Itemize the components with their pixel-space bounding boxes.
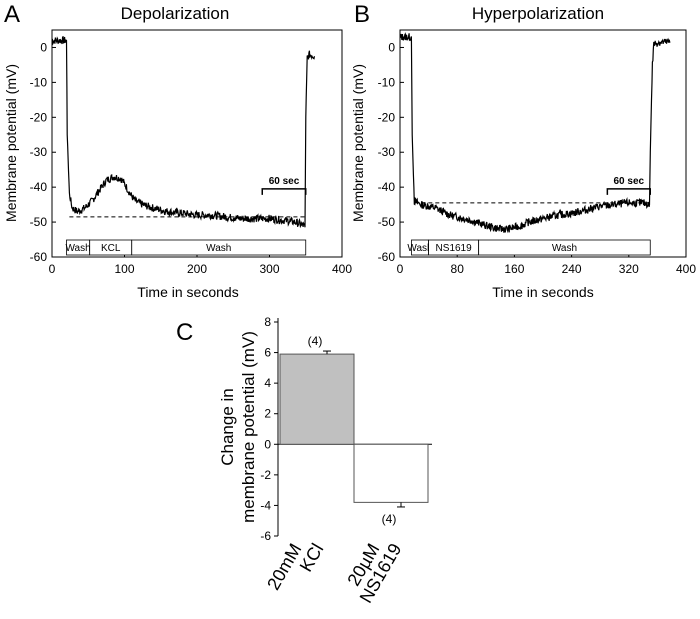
b-timeline-label-0: Wash (407, 243, 432, 254)
b-ytick-label-0: 0 (388, 40, 395, 54)
a-timeline-box-2 (131, 239, 307, 256)
panel-b-scale-bar-label: 60 sec (614, 176, 645, 187)
b-timeline-label-2: Wash (552, 243, 577, 254)
b-xtick-label-0: 0 (397, 262, 404, 276)
panel-a: A Depolarization 0 -10 -20 -30 -40 -50 -60 0 10… (3, 1, 352, 300)
panel-b-trace (399, 32, 671, 234)
a-ytick-label-1: -10 (30, 75, 48, 89)
panel-b-scale-bar-line (606, 188, 651, 195)
b-xtick-label-1: 80 (451, 262, 465, 276)
a-timeline-label-0: Wash (65, 243, 90, 254)
b-xtick-label-3: 240 (562, 262, 582, 276)
b-timeline-label-1: NS1619 (436, 243, 473, 254)
c-ytick-label-0: 8 (264, 315, 271, 329)
panel-c: C 8 6 4 2 0 -2 -4 -6 Change in membrane potenti… (176, 315, 432, 606)
panel-a-x-axis-title: Time in seconds (137, 284, 238, 300)
a-ytick-label-5: -50 (30, 215, 48, 229)
panel-a-plot-area: 60 sec Wash KCL Wash (51, 36, 315, 256)
panel-a-letter: A (4, 1, 20, 28)
panel-a-scale-bar-label: 60 sec (269, 176, 300, 187)
panel-c-y-axis-title-line1: Change in (218, 388, 237, 466)
panel-b-plot-frame (399, 29, 687, 258)
c-ytick-label-5: -2 (260, 468, 271, 482)
a-ytick-label-6: -60 (30, 250, 48, 264)
panel-c-letter: C (176, 319, 193, 346)
b-ytick-label-2: -20 (378, 110, 396, 124)
panel-a-y-axis: 0 -10 -20 -30 -40 -50 -60 (30, 40, 56, 264)
c-ytick-label-1: 6 (264, 346, 271, 360)
c-category-label-0-line-1: KCl (296, 540, 328, 575)
b-xtick-label-5: 400 (676, 262, 696, 276)
panel-b: B Hyperpolarization 0-10-20-30-40-50-60 … (350, 1, 696, 300)
b-xtick-label-2: 160 (504, 262, 524, 276)
panel-a-title: Depolarization (121, 4, 230, 23)
panel-b-title: Hyperpolarization (472, 4, 604, 23)
panel-c-bars: (4) (4) (279, 334, 429, 526)
c-n-label-0: (4) (308, 334, 323, 348)
a-xtick-label-1: 100 (114, 262, 134, 276)
panel-b-plot-area: 60 sec Wash NS1619 Wash (399, 32, 671, 256)
a-xtick-label-0: 0 (49, 262, 56, 276)
b-ytick-label-3: -30 (378, 145, 396, 159)
c-ytick-label-4: 0 (264, 437, 271, 451)
panel-b-y-axis: 0 -10 -20 -30 -40 -50 -60 (378, 40, 404, 264)
c-bar-0 (279, 353, 355, 445)
panel-a-trace (51, 36, 315, 229)
c-ytick-label-6: -4 (260, 498, 271, 512)
b-timeline-box-2 (478, 239, 651, 256)
b-xtick-label-4: 320 (619, 262, 639, 276)
panel-b-scale-bar: 60 sec (606, 176, 651, 195)
a-timeline-label-1: KCL (101, 243, 121, 254)
panel-b-timeline: Wash NS1619 Wash (407, 239, 651, 256)
panel-a-x-axis: 0 100 200 300 400 (49, 253, 352, 276)
b-ytick-label-4: -40 (378, 180, 396, 194)
a-ytick-label-4: -40 (30, 180, 48, 194)
b-ytick-label-5: -50 (378, 215, 396, 229)
c-ytick-label-3: 2 (264, 407, 271, 421)
a-timeline-label-2: Wash (206, 243, 231, 254)
panel-a-scale-bar: 60 sec (261, 176, 307, 195)
b-ytick-label-1: -10 (378, 75, 396, 89)
panel-c-y-axis: 8 6 4 2 0 -2 -4 -6 (260, 315, 278, 543)
panel-b-x-axis-title: Time in seconds (492, 284, 593, 300)
a-ytick-label-2: -20 (30, 110, 48, 124)
a-xtick-label-4: 400 (332, 262, 352, 276)
panel-c-y-axis-title-line2: membrane potential (mV) (239, 331, 258, 523)
panel-c-y-axis-title: Change in membrane potential (mV) (218, 331, 258, 523)
panel-a-timeline: Wash KCL Wash (65, 239, 307, 256)
a-ytick-label-0: 0 (40, 40, 47, 54)
panel-a-y-axis-title: Membrane potential (mV) (3, 64, 19, 222)
c-ytick-label-2: 4 (264, 376, 271, 390)
a-xtick-label-2: 200 (187, 262, 207, 276)
c-n-label-1: (4) (382, 512, 397, 526)
panel-b-x-axis: 0 80 160 240 320 400 (397, 253, 696, 276)
c-ytick-label-7: -6 (260, 529, 271, 543)
a-ytick-label-3: -30 (30, 145, 48, 159)
a-xtick-label-3: 300 (259, 262, 279, 276)
c-bar-1 (353, 443, 429, 503)
panel-a-scale-bar-line (261, 188, 307, 195)
panel-b-y-axis-title: Membrane potential (mV) (350, 64, 366, 222)
panel-b-letter: B (354, 1, 370, 28)
b-ytick-label-6: -60 (378, 250, 396, 264)
